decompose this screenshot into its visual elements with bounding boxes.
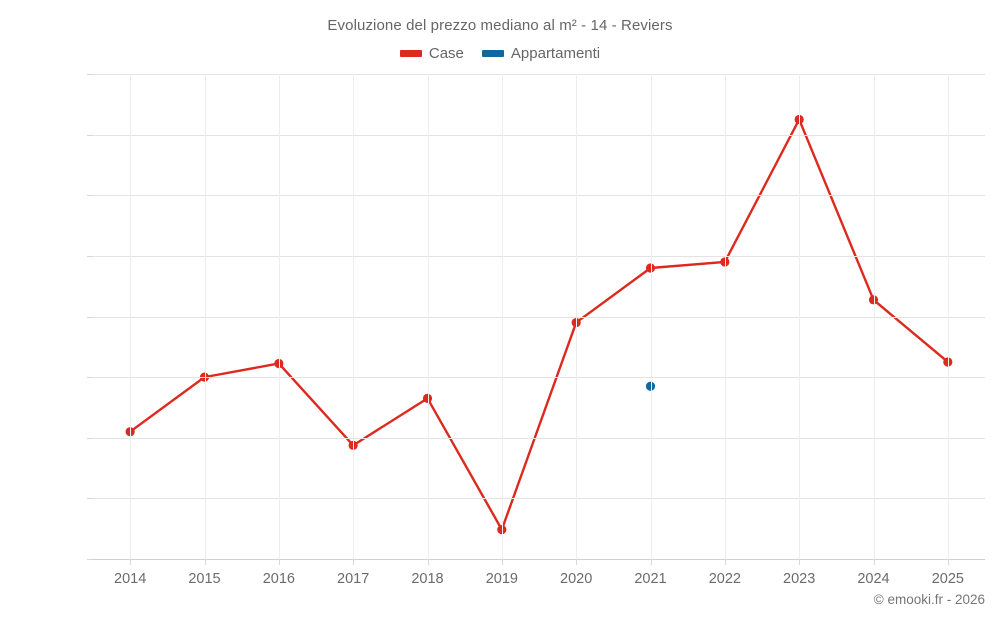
x-tick-mark: [353, 559, 355, 565]
gridline-vertical: [130, 74, 132, 559]
gridline-vertical: [501, 74, 503, 559]
plot-area: 1 400 €1 600 €1 800 €2 000 €2 200 €2 400…: [87, 74, 985, 587]
gridline-vertical: [650, 74, 652, 559]
x-tick-mark: [130, 559, 132, 565]
x-axis-tick-label: 2014: [114, 571, 147, 587]
gridline-horizontal: [93, 316, 985, 318]
legend-swatch-case: [399, 50, 422, 57]
x-tick-mark: [278, 559, 280, 565]
y-tick-mark: [87, 74, 93, 75]
gridline-vertical: [278, 74, 280, 559]
x-tick-mark: [650, 559, 652, 565]
x-tick-mark: [873, 559, 875, 565]
gridline-horizontal: [93, 195, 985, 197]
gridline-horizontal: [93, 498, 985, 500]
gridline-vertical: [947, 74, 949, 559]
y-tick-mark: [87, 134, 93, 136]
x-axis-tick-label: 2024: [857, 571, 890, 587]
gridline-horizontal: [93, 559, 985, 560]
chart-legend: Case Appartamenti: [0, 45, 1000, 62]
x-axis-tick-label: 2020: [560, 571, 593, 587]
legend-item-case[interactable]: Case: [399, 45, 464, 62]
y-tick-mark: [87, 255, 93, 257]
gridline-vertical: [353, 74, 355, 559]
x-tick-mark: [501, 559, 503, 565]
gridline-horizontal: [93, 74, 985, 75]
gridline-vertical: [873, 74, 875, 559]
gridline-horizontal: [93, 437, 985, 439]
legend-swatch-appartamenti: [481, 50, 504, 57]
x-tick-mark: [799, 559, 801, 565]
y-tick-mark: [87, 559, 93, 560]
gridline-vertical: [576, 74, 578, 559]
y-tick-mark: [87, 498, 93, 500]
x-axis-tick-label: 2018: [411, 571, 444, 587]
gridline-vertical: [724, 74, 726, 559]
x-tick-mark: [724, 559, 726, 565]
gridline-vertical: [427, 74, 429, 559]
x-axis-tick-label: 2021: [634, 571, 667, 587]
chart-title: Evoluzione del prezzo mediano al m² - 14…: [327, 17, 673, 34]
y-tick-mark: [87, 195, 93, 197]
series-line-case: [128, 118, 950, 531]
gridline-horizontal: [93, 134, 985, 136]
x-axis-tick-label: 2025: [931, 571, 964, 587]
x-axis-tick-label: 2016: [262, 571, 295, 587]
x-axis-tick-label: 2022: [708, 571, 741, 587]
y-tick-mark: [87, 316, 93, 318]
x-tick-mark: [947, 559, 949, 565]
gridline-horizontal: [93, 255, 985, 257]
x-axis-tick-label: 2023: [783, 571, 816, 587]
x-axis-tick-label: 2015: [188, 571, 221, 587]
gridline-vertical: [204, 74, 206, 559]
y-tick-mark: [87, 437, 93, 439]
y-tick-mark: [87, 377, 93, 379]
legend-label-case: Case: [428, 45, 464, 62]
x-axis-tick-label: 2019: [485, 571, 518, 587]
gridline-vertical: [799, 74, 801, 559]
legend-item-appartamenti[interactable]: Appartamenti: [481, 45, 601, 62]
footer-credit: © emooki.fr - 2026: [873, 592, 985, 607]
x-tick-mark: [427, 559, 429, 565]
gridline-horizontal: [93, 377, 985, 379]
x-tick-mark: [576, 559, 578, 565]
legend-label-appartamenti: Appartamenti: [510, 45, 601, 62]
x-axis-tick-label: 2017: [337, 571, 370, 587]
x-tick-mark: [204, 559, 206, 565]
